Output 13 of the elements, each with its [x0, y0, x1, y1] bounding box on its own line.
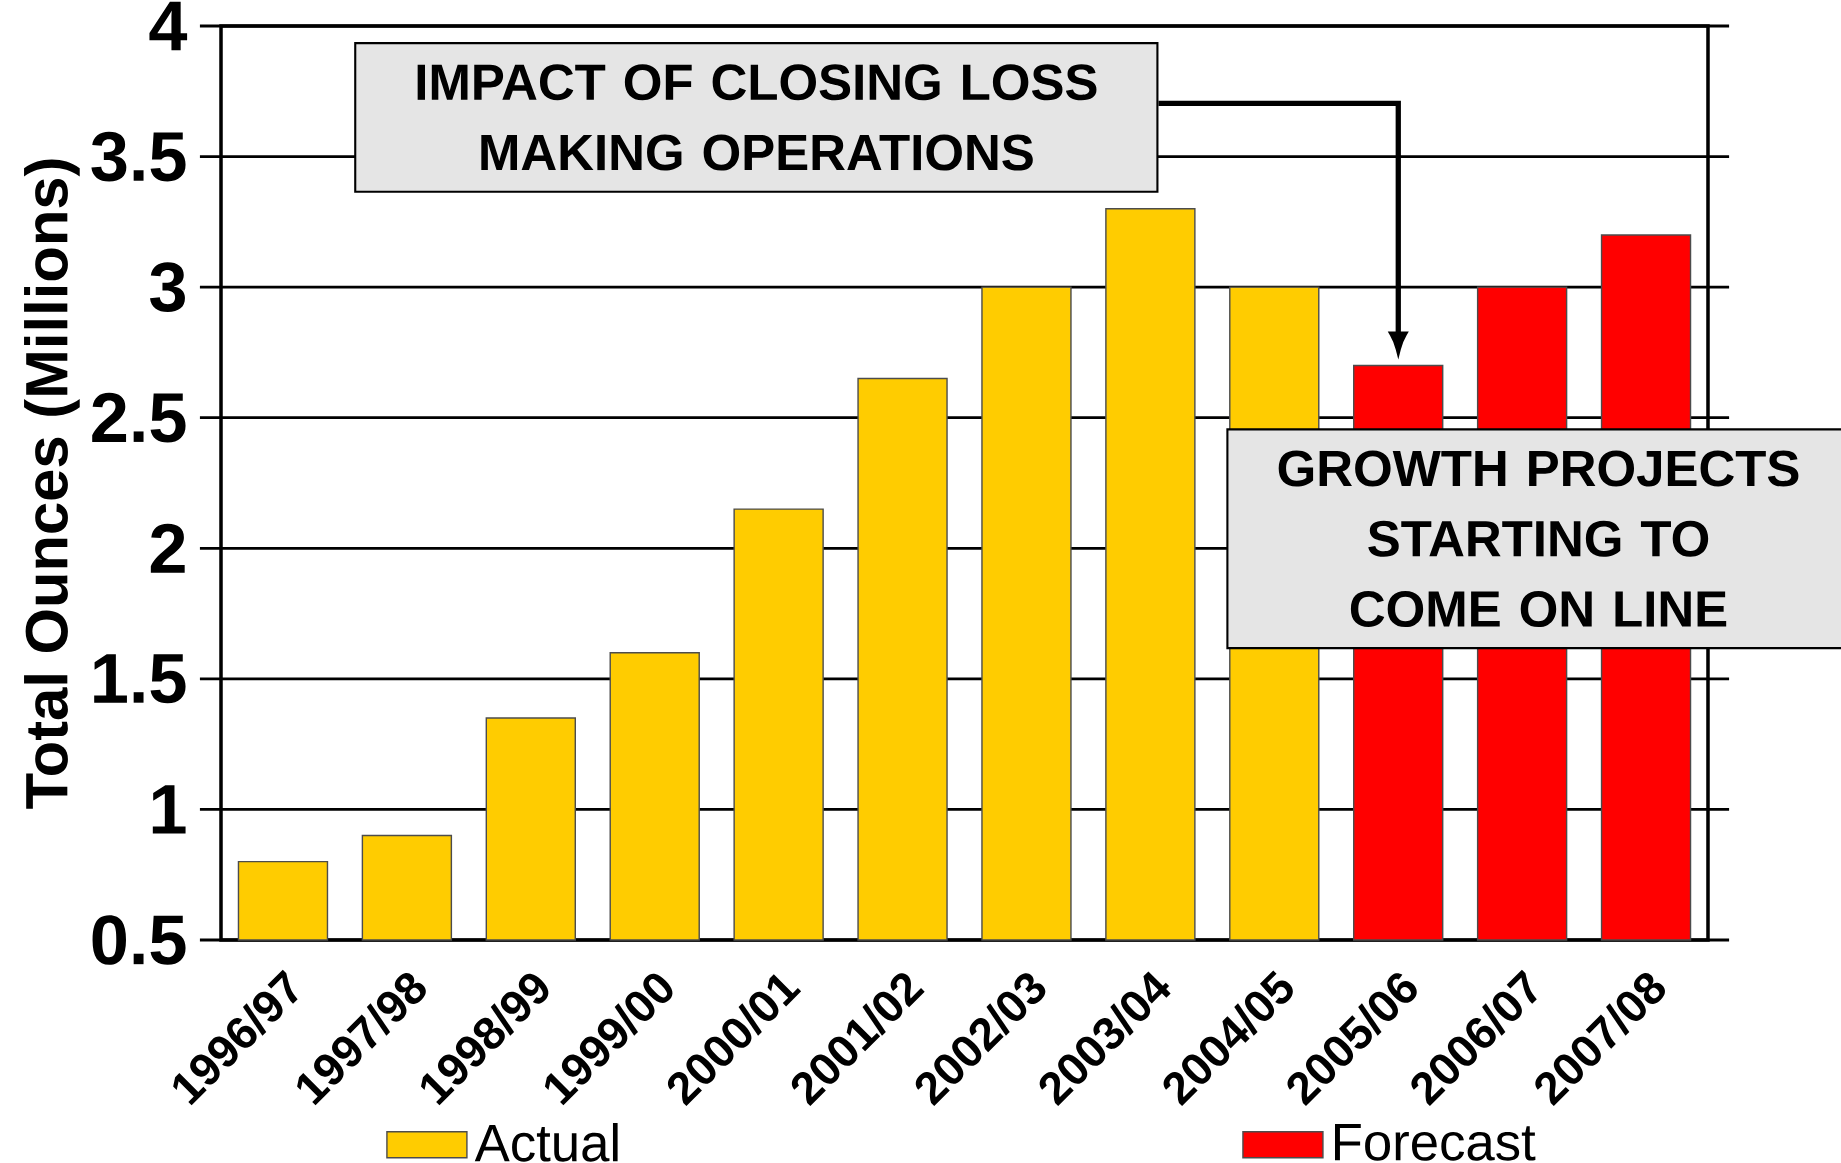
y-tick-label: 3 — [150, 262, 185, 313]
y-tick-label: 2.5 — [92, 392, 186, 443]
y-tick-label: 4 — [149, 1, 188, 51]
y-tick-label: 3.5 — [91, 131, 186, 182]
y-tick-label: 1.5 — [94, 654, 186, 704]
legend-label: Actual — [474, 1122, 618, 1162]
annotation: IMPACT OF CLOSING LOSS MAKING OPERATIONS — [417, 64, 1097, 171]
y-tick-label: 1 — [152, 785, 186, 834]
y-tick-label: 2 — [150, 523, 185, 573]
legend-label: Forecast — [1334, 1123, 1536, 1161]
y-tick-label: 0.5 — [92, 915, 186, 965]
y-axis-title: Total Ounces (Millions) — [24, 159, 80, 809]
annotation: GROWTH PROJECTS STARTING TO COME ON LINE — [1278, 450, 1799, 628]
